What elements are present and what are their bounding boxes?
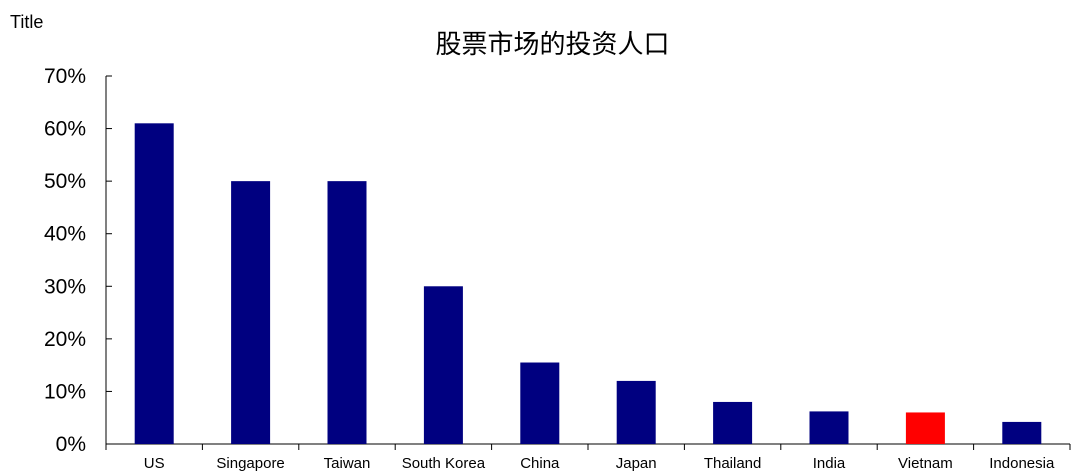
y-tick-label: 50% bbox=[44, 170, 86, 193]
x-tick-label-india: India bbox=[813, 455, 846, 472]
bar-vietnam bbox=[905, 412, 945, 444]
y-tick-label: 40% bbox=[44, 223, 86, 246]
y-tick-label: 30% bbox=[44, 275, 86, 298]
bar-india bbox=[809, 411, 849, 444]
bar-japan bbox=[616, 380, 656, 444]
y-tick-label: 20% bbox=[44, 328, 86, 351]
x-tick-label-taiwan: Taiwan bbox=[324, 455, 371, 472]
bar-us bbox=[134, 123, 174, 445]
y-tick-label: 70% bbox=[44, 65, 86, 88]
corner-label: Title bbox=[10, 12, 44, 32]
x-tick-label-south-korea: South Korea bbox=[402, 455, 486, 472]
x-tick-label-singapore: Singapore bbox=[216, 455, 284, 472]
x-tick-label-thailand: Thailand bbox=[704, 455, 762, 472]
bar-taiwan bbox=[327, 181, 367, 444]
x-tick-label-china: China bbox=[520, 455, 560, 472]
bar-china bbox=[520, 362, 560, 444]
bar-thailand bbox=[713, 401, 753, 444]
bar-singapore bbox=[231, 181, 271, 444]
y-tick-label: 0% bbox=[56, 433, 86, 456]
y-tick-label: 60% bbox=[44, 118, 86, 141]
y-tick-label: 10% bbox=[44, 380, 86, 403]
bar-indonesia bbox=[1002, 421, 1042, 444]
x-tick-label-japan: Japan bbox=[616, 455, 657, 472]
chart-title: 股票市场的投资人口 bbox=[435, 29, 670, 59]
x-tick-label-vietnam: Vietnam bbox=[898, 455, 953, 472]
x-tick-label-us: US bbox=[144, 455, 165, 472]
bar-south-korea bbox=[423, 286, 463, 444]
x-tick-label-indonesia: Indonesia bbox=[989, 455, 1055, 472]
